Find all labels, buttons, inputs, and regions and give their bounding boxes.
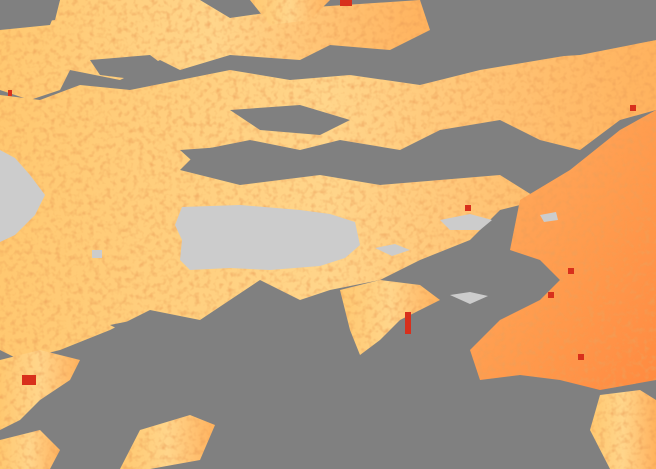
island: [450, 292, 488, 304]
data-region: [0, 350, 80, 430]
data-region: [590, 390, 656, 469]
cloud-gap: [230, 105, 350, 135]
island: [92, 250, 102, 258]
hotspot: [8, 90, 12, 96]
data-region: [0, 430, 60, 469]
cloud-gap: [470, 270, 540, 310]
data-region: [0, 40, 656, 360]
island: [540, 212, 558, 222]
data-region: [250, 0, 330, 25]
hotspot: [465, 205, 471, 211]
hotspot: [630, 105, 636, 111]
hotspot: [340, 0, 352, 6]
cloud-gap: [90, 55, 170, 80]
hotspot: [578, 354, 584, 360]
island: [175, 205, 360, 270]
hotspot: [22, 375, 36, 385]
data-region: [120, 415, 215, 469]
cloud-gap: [180, 145, 300, 170]
cloud-gap: [110, 315, 190, 345]
island: [375, 244, 410, 256]
hotspot: [548, 292, 554, 298]
cloud-gap: [440, 0, 656, 60]
island: [440, 214, 492, 230]
island: [0, 150, 45, 242]
hotspot: [568, 268, 574, 274]
data-region: [340, 280, 440, 355]
data-region: [470, 110, 656, 390]
hotspots: [8, 0, 636, 385]
cloud-gap: [0, 0, 60, 28]
land: [0, 150, 558, 304]
hotspot: [405, 312, 411, 334]
gray-holes: [0, 0, 656, 345]
